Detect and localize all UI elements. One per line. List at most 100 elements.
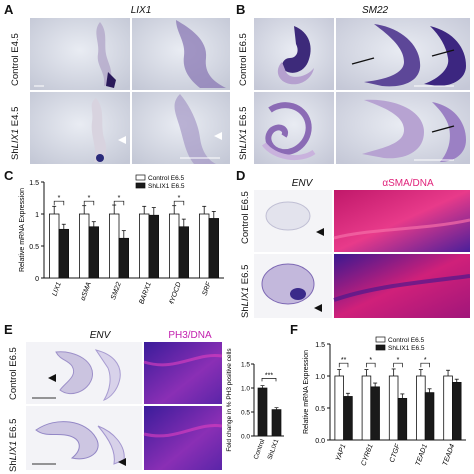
- y-tick-label: 0: [35, 276, 39, 283]
- bar: [271, 409, 282, 437]
- x-tick-label: αSMA: [80, 281, 93, 302]
- significance-marker: *: [369, 357, 372, 364]
- significance-marker: ***: [265, 372, 273, 379]
- x-tick-label: ShLIX1: [267, 438, 281, 461]
- bar: [257, 387, 268, 437]
- significance-marker: **: [341, 357, 347, 364]
- panel-a-images: [30, 18, 230, 164]
- y-tick-label: 1.5: [29, 180, 39, 187]
- legend-swatch: [135, 182, 146, 189]
- bar: [118, 237, 130, 279]
- significance-bracket: [366, 362, 376, 368]
- bar: [168, 213, 180, 279]
- y-tick-label: 0.0: [315, 438, 325, 445]
- y-tick-label: 0.0: [241, 434, 250, 441]
- bar: [416, 375, 426, 441]
- x-tick-label: YAP1: [335, 443, 348, 462]
- significance-bracket: [393, 362, 403, 368]
- bar: [424, 392, 435, 441]
- x-tick-label: SRF: [202, 281, 214, 297]
- legend-label: ShLIX1 E6.5: [148, 183, 185, 190]
- x-tick-label: SM22: [110, 281, 123, 301]
- bar: [361, 375, 372, 441]
- y-axis-label: Fold change in % PH3 positive cells: [226, 348, 233, 452]
- bar: [370, 386, 380, 441]
- legend-label: Control E6.5: [388, 337, 425, 344]
- bar: [208, 218, 220, 279]
- panel-a-sh-whole: [30, 92, 130, 164]
- bar: [397, 398, 408, 441]
- y-tick-label: 1.5: [315, 342, 325, 349]
- y-tick-label: 1.0: [315, 374, 325, 381]
- y-tick-label: 1: [35, 212, 39, 219]
- panel-b-row1-label: Control E6.5: [238, 33, 249, 86]
- significance-bracket: [173, 200, 185, 206]
- panel-a-row1-label: Control E4.5: [10, 33, 21, 86]
- bar: [334, 375, 345, 441]
- panel-a-row2-label: ShLIX1 E4.5: [10, 106, 21, 160]
- significance-bracket: [53, 200, 65, 206]
- bar: [148, 214, 160, 279]
- significance-bracket: [338, 362, 349, 368]
- panel-e-env-title: ENV: [89, 330, 111, 341]
- x-tick-label: TEAD1: [415, 443, 429, 467]
- panel-a-title: LIX1: [130, 5, 152, 16]
- bar: [139, 213, 150, 279]
- significance-bracket: [113, 200, 125, 206]
- y-tick-label: 0.5: [241, 410, 250, 417]
- bar: [109, 213, 120, 279]
- significance-bracket: [83, 200, 95, 206]
- bar: [49, 213, 60, 279]
- y-tick-label: 0.5: [29, 244, 39, 251]
- bar: [451, 382, 462, 441]
- panel-letter-f: F: [290, 322, 298, 337]
- bar: [343, 396, 353, 441]
- bar: [388, 375, 399, 441]
- panel-b-images: [254, 18, 470, 164]
- panel-e-inset-chart: 0.0 0.5 1.0 1.5 Fold change in % PH3 positiv…: [226, 348, 284, 461]
- y-tick-label: 1.5: [241, 362, 250, 369]
- bar: [198, 213, 210, 279]
- bar: [58, 228, 70, 279]
- panel-letter-e: E: [4, 322, 13, 337]
- panel-b-title: SM22: [361, 5, 389, 16]
- bar: [79, 213, 90, 279]
- legend-swatch: [135, 174, 146, 181]
- significance-marker: *: [178, 195, 181, 202]
- panel-b-row2-label: ShLIX1 E6.5: [238, 106, 249, 160]
- significance-marker: *: [58, 195, 61, 202]
- x-tick-label: LIX1: [51, 281, 63, 297]
- panel-letter-b: B: [236, 2, 246, 17]
- legend-swatch: [375, 344, 386, 351]
- x-tick-label: MYOCD: [167, 281, 182, 304]
- legend-label: Control E6.5: [148, 175, 185, 182]
- significance-marker: *: [397, 357, 400, 364]
- x-tick-label: TEAD4: [442, 443, 456, 467]
- y-tick-label: 1.0: [241, 386, 250, 393]
- bar: [178, 226, 190, 279]
- legend-label: ShLIX1 E6.5: [388, 345, 425, 352]
- significance-marker: *: [424, 357, 427, 364]
- y-axis-label: Relative mRNA Expression: [19, 188, 26, 272]
- significance-bracket: [420, 362, 430, 368]
- panel-d-row2-label: ShLIX1 E6.5: [240, 264, 251, 318]
- legend-swatch: [375, 336, 386, 343]
- panel-d-images: [254, 190, 470, 318]
- x-tick-label: Control: [253, 438, 267, 461]
- x-tick-label: CTGF: [389, 443, 402, 464]
- panel-e-row2-label: ShLIX1 E6.5: [8, 418, 19, 472]
- panel-d-env-title: ENV: [291, 178, 313, 189]
- panel-e-images: [26, 342, 222, 470]
- significance-marker: *: [88, 195, 91, 202]
- panel-d-sma-title: αSMA/DNA: [382, 178, 434, 189]
- x-tick-label: CYR61: [360, 443, 374, 467]
- panel-letter-d: D: [236, 168, 246, 183]
- panel-e-ph3-title: PH3/DNA: [168, 330, 212, 341]
- panel-d-row1-label: Control E6.5: [240, 191, 251, 244]
- panel-letter-a: A: [4, 2, 14, 17]
- panel-e-row1-label: Control E6.5: [8, 347, 19, 400]
- bar: [443, 375, 453, 441]
- y-tick-label: 0.5: [315, 406, 325, 413]
